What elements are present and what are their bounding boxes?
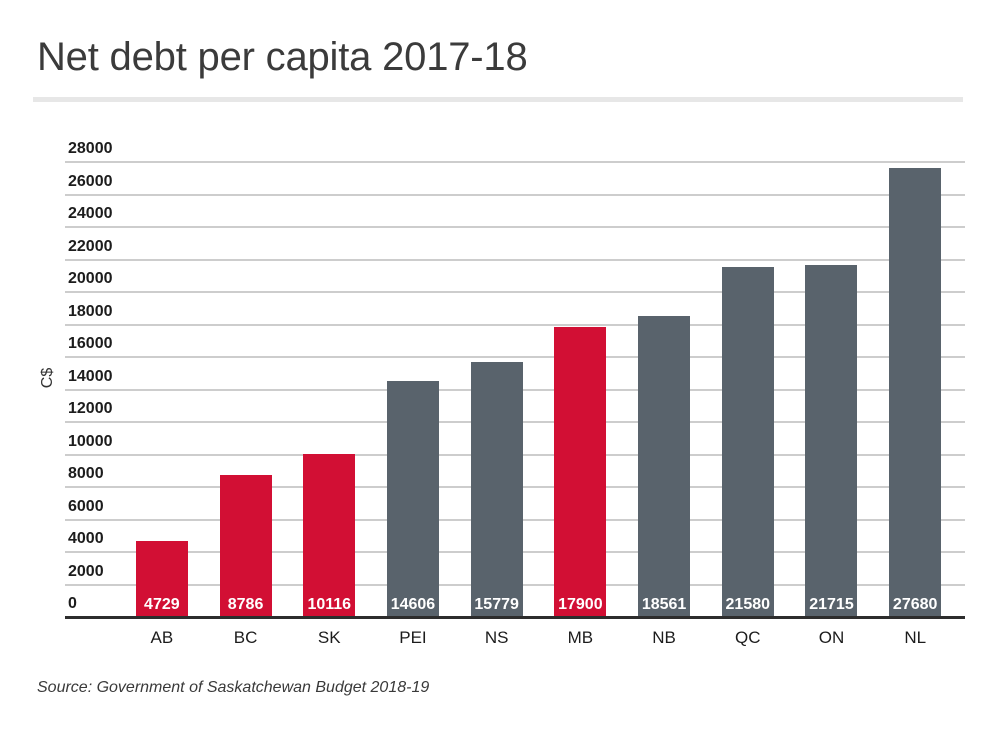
gridline-26000 (65, 193, 965, 196)
bar-value-label-SK: 10116 (307, 596, 352, 613)
ytick-label-18000: 18000 (68, 302, 113, 320)
xtick-slot-NS: NS (455, 621, 539, 646)
xtick-slot-ON: ON (790, 621, 874, 646)
bar-value-label-MB: 17900 (558, 596, 603, 613)
gridline-24000 (65, 226, 965, 228)
xtick-slot-QC: QC (706, 621, 790, 646)
xtick-label-ON: ON (818, 628, 845, 647)
bar-slot-BC: 8786 (204, 163, 288, 618)
ytick-label-2000: 2000 (68, 562, 104, 580)
ytick-label-8000: 8000 (68, 465, 104, 482)
bar-slot-ON: 21715 (790, 163, 874, 618)
x-axis-line (65, 616, 965, 619)
source-note: Source: Government of Saskatchewan Budge… (37, 679, 430, 696)
page-title: Net debt per capita 2017-18 (37, 35, 528, 79)
bar-PEI: 14606 (386, 381, 439, 618)
bar-value-label-AB: 4729 (144, 596, 180, 613)
xtick-slot-BC: BC (204, 621, 288, 646)
bar-SK: 10116 (303, 454, 356, 618)
bars-row: 4729 8786 10116 14606 15779 17900 18561 21580 21… (65, 163, 965, 618)
ytick-label-20000: 20000 (68, 270, 113, 287)
xtick-slot-NB: NB (622, 621, 706, 646)
bar-NS: 15779 (470, 362, 523, 618)
ytick-label-24000: 24000 (68, 205, 113, 222)
x-axis-labels: AB BC SK PEI NS MB NB QC ON NL (65, 621, 965, 646)
xtick-label-NS: NS (484, 628, 509, 647)
xtick-label-NL: NL (904, 628, 927, 647)
bar-slot-SK: 10116 (287, 163, 371, 618)
ytick-label-10000: 10000 (68, 432, 113, 450)
ytick-label-6000: 6000 (68, 497, 104, 515)
xtick-label-PEI: PEI (399, 628, 427, 647)
bar-value-label-BC: 8786 (227, 596, 264, 613)
bar-value-label-QC: 21580 (725, 596, 771, 613)
gridline-20000 (65, 291, 965, 293)
y-axis-title: C$ (36, 163, 60, 593)
bar-slot-NL: 27680 (873, 163, 957, 618)
bar-MB: 17900 (554, 327, 607, 618)
xtick-slot-AB: AB (120, 621, 204, 646)
bar-value-label-NB: 18561 (641, 596, 687, 613)
ytick-label-26000: 26000 (68, 172, 113, 190)
bar-slot-AB: 4729 (120, 163, 204, 618)
bar-NB: 18561 (638, 316, 691, 618)
gridline-16000 (65, 356, 965, 358)
bar-AB: 4729 (135, 541, 188, 618)
gridline-28000 (65, 161, 965, 163)
xtick-label-SK: SK (317, 628, 341, 647)
bar-value-label-NL: 27680 (892, 596, 938, 613)
y-axis-title-text: C$ (38, 367, 56, 389)
xtick-label-AB: AB (150, 628, 174, 647)
ytick-label-16000: 16000 (68, 335, 113, 352)
bar-ON: 21715 (805, 265, 858, 618)
ytick-label-22000: 22000 (68, 237, 113, 255)
xtick-label-BC: BC (233, 628, 258, 647)
bar-slot-NS: 15779 (455, 163, 539, 618)
title-divider (33, 97, 963, 102)
bar-slot-QC: 21580 (706, 163, 790, 618)
xtick-slot-NL: NL (873, 621, 957, 646)
gridline-18000 (65, 323, 965, 326)
xtick-label-MB: MB (567, 628, 594, 647)
gridline-22000 (65, 258, 965, 261)
ytick-label-28000: 28000 (68, 140, 113, 157)
bar-slot-PEI: 14606 (371, 163, 455, 618)
bar-value-label-NS: 15779 (474, 596, 519, 613)
bar-slot-MB: 17900 (539, 163, 623, 618)
xtick-slot-PEI: PEI (371, 621, 455, 646)
ytick-label-14000: 14000 (68, 367, 113, 385)
bar-NL: 27680 (889, 168, 942, 618)
bar-BC: 8786 (219, 475, 272, 618)
xtick-slot-SK: SK (287, 621, 371, 646)
plot-area: 0 2000 4000 6000 8000 10000 12000 14000 16000 180… (65, 141, 965, 619)
bar-value-label-ON: 21715 (809, 596, 854, 613)
ytick-label-12000: 12000 (68, 400, 113, 417)
bar-QC: 21580 (721, 267, 774, 618)
xtick-label-NB: NB (652, 628, 676, 647)
bar-value-label-PEI: 14606 (390, 596, 436, 613)
xtick-slot-MB: MB (539, 621, 623, 646)
ytick-label-0: 0 (68, 595, 77, 612)
ytick-label-4000: 4000 (68, 530, 104, 547)
xtick-label-QC: QC (735, 628, 761, 647)
bar-slot-NB: 18561 (622, 163, 706, 618)
